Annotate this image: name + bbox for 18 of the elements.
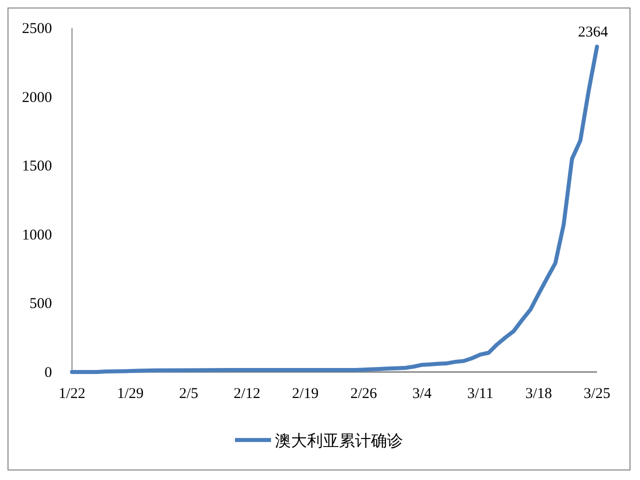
x-tick-label: 1/29 (116, 386, 144, 402)
y-tick-label: 1500 (22, 158, 52, 175)
x-tick-label: 1/22 (58, 386, 86, 402)
x-tick-label: 3/4 (412, 386, 432, 402)
y-tick-label: 2000 (22, 90, 52, 106)
y-tick-label: 0 (44, 365, 52, 381)
y-tick-label: 1000 (22, 227, 52, 244)
x-tick-label: 2/26 (350, 386, 378, 402)
x-tick-label: 3/11 (467, 386, 494, 402)
legend-label: 澳大利亚累计确诊 (275, 431, 403, 450)
x-tick-label: 2/12 (234, 386, 260, 402)
x-tick-label: 3/18 (525, 386, 552, 402)
x-tick-label: 2/19 (292, 386, 319, 402)
y-tick-label: 2500 (22, 21, 52, 37)
y-tick-label: 500 (30, 296, 52, 312)
annotation: 2364 (578, 24, 608, 41)
x-tick-label: 3/25 (584, 386, 610, 402)
x-tick-label: 2/5 (179, 386, 198, 402)
